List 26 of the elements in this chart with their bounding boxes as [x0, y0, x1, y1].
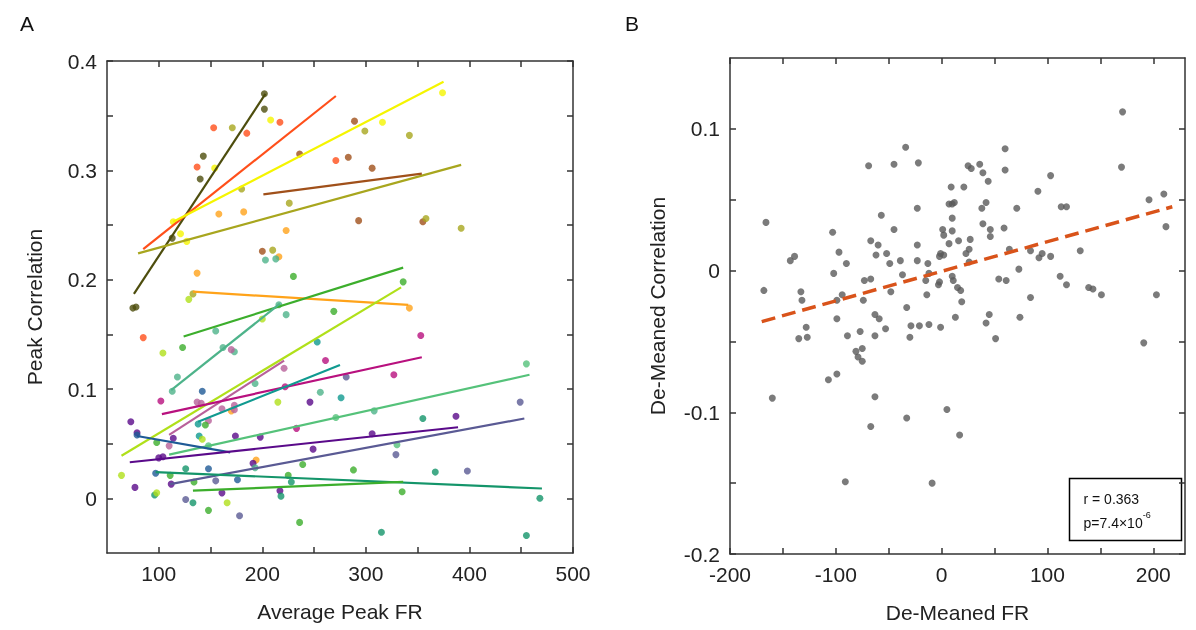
x-tick-label: 200 [244, 562, 280, 585]
x-tick-label: -100 [814, 563, 857, 586]
y-tick-label: 0 [708, 259, 720, 283]
x-axis-title: Average Peak FR [257, 600, 423, 623]
y-tick-label: 0.1 [690, 117, 720, 141]
x-tick-label: 200 [1135, 563, 1171, 586]
chart-title: A [20, 12, 35, 35]
x-axis-title: De-Meaned FR [885, 601, 1030, 624]
x-tick-label: 0 [935, 563, 948, 586]
y-tick-label: 0.3 [67, 158, 97, 182]
x-tick-label: 500 [555, 562, 591, 585]
y-tick-label: 0.4 [67, 49, 98, 73]
y-tick-label: -0.1 [683, 400, 720, 424]
x-tick-label: -200 [708, 563, 752, 586]
y-tick-label: 0.2 [67, 268, 97, 292]
y-tick-label: 0 [85, 486, 97, 510]
x-tick-label: 300 [348, 562, 384, 585]
x-tick-label: 400 [451, 562, 487, 585]
annotation: r = 0.363 [1083, 490, 1140, 507]
y-axis-title: De-Meaned Correlation [646, 196, 669, 416]
y-axis-title: Peak Correlation [23, 228, 46, 386]
y-tick-label: -0.2 [683, 542, 720, 566]
x-tick-label: 100 [1029, 563, 1065, 586]
chart-title: B [625, 12, 640, 35]
y-tick-label: 0.1 [67, 377, 97, 401]
x-tick-label: 100 [141, 562, 177, 585]
